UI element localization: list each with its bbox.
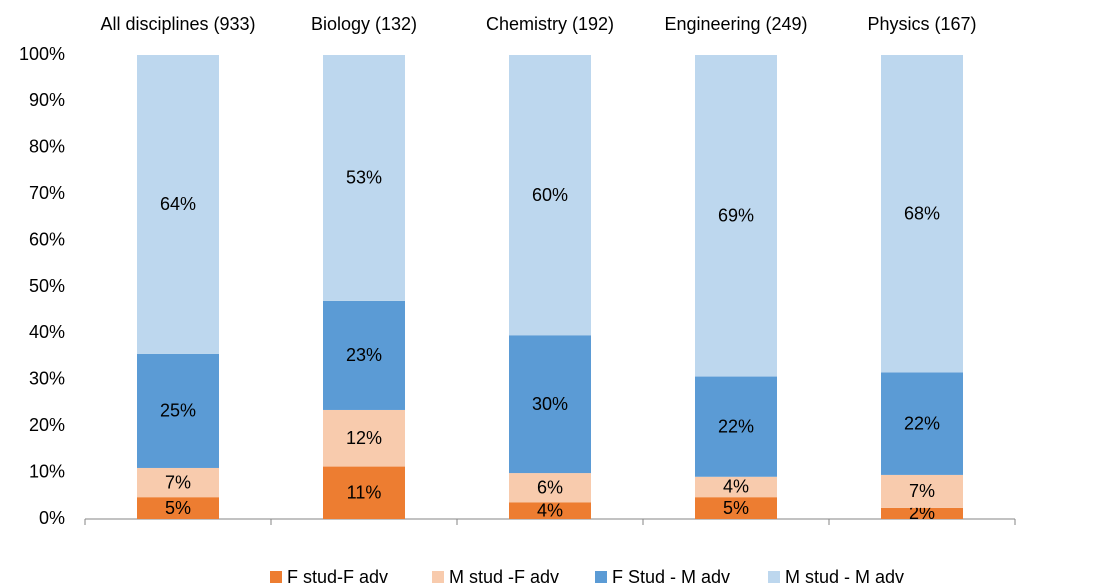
legend-swatch xyxy=(270,571,282,583)
data-label: 53% xyxy=(346,168,382,188)
legend-label: F stud-F adv xyxy=(287,567,388,586)
legend-label: M stud -F adv xyxy=(449,567,559,586)
y-tick-label: 100% xyxy=(19,44,65,64)
category-label: Physics (167) xyxy=(867,14,976,34)
data-label: 60% xyxy=(532,185,568,205)
y-tick-label: 20% xyxy=(29,415,65,435)
bar-segment xyxy=(137,353,219,468)
bar-segment xyxy=(881,507,963,519)
category-label: Biology (132) xyxy=(311,14,417,34)
bar-segment xyxy=(137,55,219,354)
data-label: 2% xyxy=(909,503,935,523)
bar-segment xyxy=(695,55,777,377)
data-label: 5% xyxy=(165,498,191,518)
category-label: Engineering (249) xyxy=(664,14,807,34)
bar-segment xyxy=(695,497,777,519)
bar-segment xyxy=(509,335,591,474)
bar-segment xyxy=(695,476,777,498)
y-tick-label: 30% xyxy=(29,369,65,389)
data-label: 4% xyxy=(537,500,563,520)
y-tick-label: 80% xyxy=(29,137,65,157)
legend-swatch xyxy=(432,571,444,583)
y-tick-label: 0% xyxy=(39,508,65,528)
data-label: 64% xyxy=(160,194,196,214)
y-tick-label: 90% xyxy=(29,90,65,110)
data-label: 7% xyxy=(909,481,935,501)
bar-segment xyxy=(323,466,405,519)
data-label: 11% xyxy=(347,483,382,503)
category-label: All disciplines (933) xyxy=(100,14,255,34)
legend-swatch xyxy=(595,571,607,583)
y-tick-label: 70% xyxy=(29,183,65,203)
data-label: 12% xyxy=(346,428,382,448)
bar-segment xyxy=(695,376,777,477)
data-label: 25% xyxy=(160,401,196,421)
bar-segment xyxy=(509,473,591,503)
data-label: 5% xyxy=(723,498,749,518)
data-label: 30% xyxy=(532,394,568,414)
bar-segment xyxy=(509,502,591,519)
category-label: Chemistry (192) xyxy=(486,14,614,34)
data-label: 68% xyxy=(904,203,940,223)
legend-label: F Stud - M adv xyxy=(612,567,730,586)
bar-segment xyxy=(509,55,591,336)
bar-segment xyxy=(881,372,963,475)
bar-segment xyxy=(137,467,219,498)
bar-segment xyxy=(323,409,405,467)
data-label: 7% xyxy=(165,472,191,492)
legend-swatch xyxy=(768,571,780,583)
data-label: 22% xyxy=(718,416,754,436)
data-label: 4% xyxy=(723,477,749,497)
y-tick-label: 60% xyxy=(29,229,65,249)
bar-segment xyxy=(323,55,405,301)
data-label: 6% xyxy=(537,477,563,497)
y-tick-label: 10% xyxy=(29,461,65,481)
data-label: 23% xyxy=(346,345,382,365)
y-tick-label: 40% xyxy=(29,322,65,342)
bar-segment xyxy=(881,55,963,373)
data-label: 69% xyxy=(718,206,754,226)
bar-segment xyxy=(323,300,405,410)
data-label: 22% xyxy=(904,413,940,433)
legend-label: M stud - M adv xyxy=(785,567,904,586)
y-tick-label: 50% xyxy=(29,276,65,296)
bar-segment xyxy=(137,497,219,519)
bar-segment xyxy=(881,474,963,508)
